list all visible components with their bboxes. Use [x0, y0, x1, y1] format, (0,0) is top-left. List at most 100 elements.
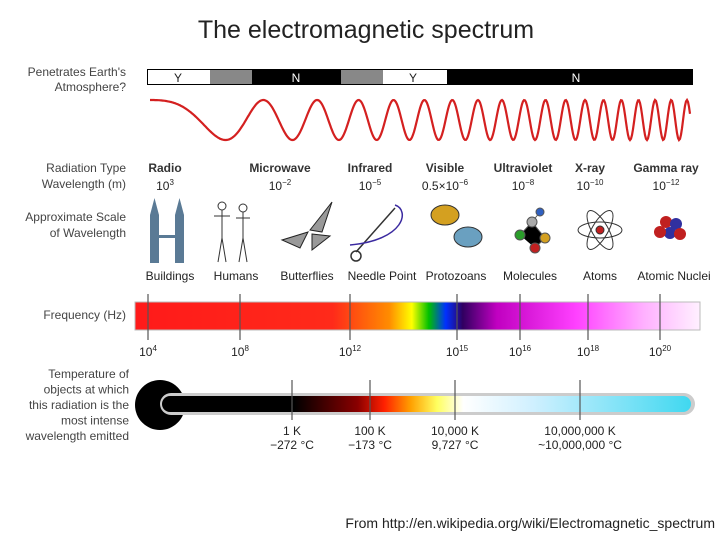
frequency-label-exp: 20 [662, 344, 671, 353]
frequency-label-base: 10 [509, 345, 523, 359]
frequency-label: 1012 [339, 344, 362, 359]
atmosphere-partial [210, 70, 252, 84]
frequency-label: 104 [139, 344, 157, 359]
wavelength-base: 10 [269, 179, 283, 193]
frequency-label-exp: 12 [352, 344, 361, 353]
wavelength-exp: −2 [282, 178, 292, 187]
atmosphere-yes [383, 70, 447, 84]
atmosphere-partial [341, 70, 383, 84]
frequency-label: 1018 [577, 344, 600, 359]
celsius-label: −173 °C [348, 438, 392, 452]
frequency-label-base: 10 [446, 345, 460, 359]
wavelength-base: 10 [577, 179, 591, 193]
kelvin-label: 100 K [354, 424, 385, 438]
frequency-label: 1020 [649, 344, 672, 359]
atmosphere-yes [148, 70, 210, 84]
icon-humans [214, 201, 250, 263]
frequency-label-base: 10 [231, 345, 245, 359]
wavelength-base: 10 [653, 179, 667, 193]
radiation-type: Gamma ray [633, 161, 699, 175]
celsius-label: 9,727 °C [432, 438, 479, 452]
wavelength-exp: −8 [525, 178, 535, 187]
radiation-types: Radio103Microwave10−2Infrared10−5Visible… [148, 161, 699, 193]
atmosphere-segment: Y [409, 71, 417, 85]
row-label: Penetrates Earth's [28, 65, 126, 79]
radiation-type: Visible [426, 161, 465, 175]
wavelength-base: 10 [359, 179, 373, 193]
icon-butterfly [280, 201, 333, 252]
wavelength-exp: −6 [459, 178, 469, 187]
scale-label: Protozoans [426, 269, 487, 283]
wavelength-exp: −12 [666, 178, 680, 187]
row-label: Radiation Type [46, 161, 126, 175]
frequency-label-exp: 4 [152, 344, 157, 353]
row-label: Temperature of [48, 367, 129, 381]
scale-labels: Buildings Humans Butterflies Needle Point Pr… [146, 269, 711, 283]
frequency-bar [134, 301, 701, 331]
icon-atom [577, 210, 623, 250]
wavelength: 10−5 [359, 178, 382, 193]
icon-needle [349, 204, 403, 262]
icon-buildings [150, 198, 184, 263]
radiation-type: X-ray [575, 161, 605, 175]
frequency-ticks: 104 108 1012 1015 1016 1018 1020 [139, 294, 672, 359]
row-label: Wavelength (m) [42, 177, 126, 191]
wavelength: 10−2 [269, 178, 292, 193]
frequency-label-exp: 16 [522, 344, 531, 353]
wavelength-exp: −5 [372, 178, 382, 187]
atmosphere-segment: N [572, 71, 581, 85]
celsius-label: ~10,000,000 °C [538, 438, 622, 452]
celsius-label: −272 °C [270, 438, 314, 452]
wavelength: 10−10 [577, 178, 604, 193]
thermometer-tube [162, 396, 691, 412]
radiation-type: Ultraviolet [494, 161, 553, 175]
frequency-label-base: 10 [139, 345, 153, 359]
wavelength: 10−8 [512, 178, 535, 193]
atmosphere-segment: Y [174, 71, 182, 85]
wavelength: 10−12 [653, 178, 680, 193]
kelvin-label: 10,000 K [431, 424, 479, 438]
frequency-label-exp: 15 [459, 344, 468, 353]
radiation-type: Infrared [348, 161, 393, 175]
frequency-label: 108 [231, 344, 249, 359]
wavelength-base: 10 [156, 179, 170, 193]
row-label: wavelength emitted [25, 429, 129, 443]
wavelength-exp: 3 [169, 178, 174, 187]
kelvin-label: 10,000,000 K [544, 424, 615, 438]
source: From http://en.wikipedia.org/wiki/Electr… [345, 515, 715, 531]
frequency-label-base: 10 [577, 345, 591, 359]
scale-label: Humans [214, 269, 259, 283]
atmosphere-segment: N [292, 71, 301, 85]
scale-label: Buildings [146, 269, 195, 283]
scale-label: Atomic Nuclei [637, 269, 710, 283]
row-label: Approximate Scale [25, 210, 126, 224]
wavelength-exp: −10 [590, 178, 604, 187]
scale-label: Atoms [583, 269, 617, 283]
scale-label: Butterflies [280, 269, 333, 283]
scale-label: Needle Point [348, 269, 417, 283]
temperature-ticks: 1 K−272 °C 100 K−173 °C 10,000 K9,727 °C 10… [270, 380, 622, 452]
frequency-label-exp: 18 [590, 344, 599, 353]
frequency-label: 1015 [446, 344, 469, 359]
row-label: of Wavelength [50, 226, 126, 240]
thermometer-bulb [135, 380, 185, 430]
frequency-label: 1016 [509, 344, 532, 359]
row-label: Atmosphere? [55, 80, 127, 94]
radiation-type: Radio [148, 161, 181, 175]
kelvin-label: 1 K [283, 424, 301, 438]
icon-molecule [514, 207, 551, 254]
row-label: most intense [61, 414, 129, 428]
wave [150, 97, 692, 142]
row-label: Frequency (Hz) [43, 308, 126, 322]
wavelength: 0.5×10−6 [422, 178, 469, 193]
row-label: this radiation is the [29, 398, 129, 412]
wavelength-base: 10 [512, 179, 526, 193]
row-label: objects at which [44, 383, 129, 397]
frequency-label-exp: 8 [244, 344, 249, 353]
radiation-type: Microwave [249, 161, 311, 175]
frequency-label-base: 10 [339, 345, 353, 359]
icon-protozoans [430, 204, 483, 248]
wavelength: 103 [156, 178, 174, 193]
